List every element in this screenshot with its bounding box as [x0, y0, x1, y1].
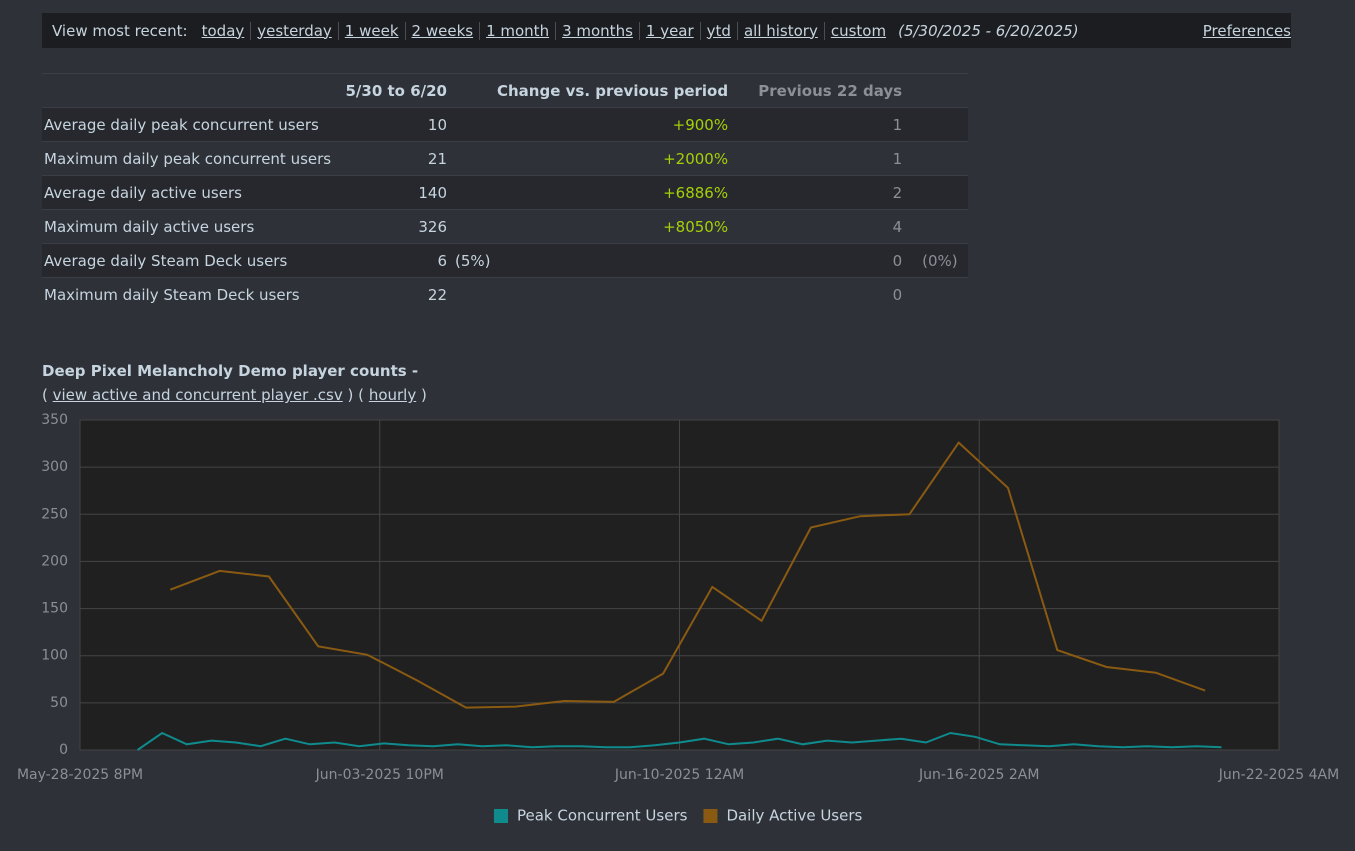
range-links: today yesterday 1 week 2 weeks 1 month 3 mont… [196, 21, 892, 40]
paren: ( [358, 386, 365, 404]
range-link[interactable]: today [201, 21, 245, 40]
stats-table: 5/30 to 6/20 Change vs. previous period … [42, 73, 968, 311]
legend-swatch [494, 809, 508, 823]
x-tick-label: Jun-03-2025 10PM [315, 767, 444, 783]
chart-title: Deep Pixel Melancholy Demo player counts… [42, 362, 419, 380]
csv-link[interactable]: hourly [368, 386, 417, 404]
current-share: (5%) [447, 243, 497, 278]
range-link[interactable]: 2 weeks [404, 21, 480, 40]
header-row: 5/30 to 6/20 Change vs. previous period … [42, 73, 968, 108]
previous-share [902, 277, 968, 311]
legend-label: Daily Active Users [726, 807, 862, 825]
date-range: (5/30/2025 - 6/20/2025) [898, 21, 1079, 40]
change-value: +900% [497, 107, 729, 142]
paren: ( [42, 386, 48, 404]
stats-row: Average daily active users 140 +6886% 2 [42, 175, 968, 210]
y-tick-label: 100 [41, 648, 68, 664]
series-line [136, 731, 1222, 751]
nav-label: View most recent: [52, 21, 188, 40]
stats-row: Average daily peak concurrent users 10 +90… [42, 107, 968, 142]
y-tick-label: 350 [41, 412, 68, 428]
range-link[interactable]: 1 year [638, 21, 700, 40]
y-tick-label: 150 [41, 601, 68, 617]
x-tick-label: Jun-10-2025 12AM [614, 767, 744, 783]
current-share [447, 141, 497, 176]
paren: ) [347, 386, 354, 404]
paren: ) [421, 386, 427, 404]
previous-share [902, 209, 968, 244]
current-value: 21 [342, 141, 447, 176]
previous-value: 1 [728, 141, 903, 176]
change-value [497, 277, 729, 311]
change-value: +8050% [497, 209, 729, 244]
row-label: Maximum daily peak concurrent users [42, 141, 342, 176]
previous-value: 1 [728, 107, 903, 142]
change-value: +2000% [497, 141, 729, 176]
current-value: 140 [342, 175, 447, 210]
current-share [447, 277, 497, 311]
previous-value: 0 [728, 243, 903, 278]
current-share [447, 107, 497, 142]
y-tick-label: 200 [41, 553, 68, 569]
stats-row: Maximum daily active users 326 +8050% 4 [42, 209, 968, 244]
current-value: 326 [342, 209, 447, 244]
series-line [169, 441, 1206, 709]
previous-value: 0 [728, 277, 903, 311]
header: 5/30 to 6/20 [342, 73, 447, 108]
range-link[interactable]: 1 month [479, 21, 555, 40]
legend-swatch [703, 809, 718, 823]
header: Change vs. previous period [497, 73, 729, 108]
range-link[interactable]: 1 week [337, 21, 405, 40]
preferences-link[interactable]: Preferences [1202, 21, 1291, 40]
previous-share: (0%) [902, 243, 968, 278]
current-value: 10 [342, 107, 447, 142]
current-share [447, 175, 497, 210]
row-label: Maximum daily Steam Deck users [42, 277, 342, 311]
previous-share [902, 141, 968, 176]
current-share [447, 209, 497, 244]
chart: 0 50 100 150 200 250 300 350 May-28-2025 8PM Jun-… [17, 412, 1339, 825]
date-range-bar: View most recent: today yesterday 1 week 2 … [42, 13, 1291, 48]
stats-row: Maximum daily peak concurrent users 21 +20… [42, 141, 968, 176]
row-label: Average daily Steam Deck users [42, 243, 342, 278]
change-value: +6886% [497, 175, 729, 210]
chart-links: ( view active and concurrent player .csv… [42, 386, 427, 404]
previous-value: 2 [728, 175, 903, 210]
previous-share [902, 107, 968, 142]
csv-link[interactable]: view active and concurrent player .csv [52, 386, 343, 404]
legend-label: Peak Concurrent Users [517, 807, 688, 825]
current-value: 6 [342, 243, 447, 278]
row-label: Average daily peak concurrent users [42, 107, 342, 142]
range-link[interactable]: custom [823, 21, 892, 40]
y-tick-label: 50 [50, 695, 68, 711]
x-tick-label: Jun-16-2025 2AM [918, 767, 1039, 783]
previous-share [902, 175, 968, 210]
range-link[interactable]: 3 months [555, 21, 639, 40]
x-tick-label: May-28-2025 8PM [17, 767, 143, 783]
current-value: 22 [342, 277, 447, 311]
change-value [497, 243, 729, 278]
row-label: Average daily active users [42, 175, 342, 210]
previous-value: 4 [728, 209, 903, 244]
row-label: Maximum daily active users [42, 209, 342, 244]
range-link[interactable]: all history [736, 21, 824, 40]
y-tick-label: 0 [59, 742, 68, 758]
y-tick-label: 250 [41, 506, 68, 522]
stats-row: Maximum daily Steam Deck users 22 0 [42, 277, 968, 311]
range-link[interactable]: ytd [699, 21, 737, 40]
stats-row: Average daily Steam Deck users 6 (5%) 0 (0%) [42, 243, 968, 278]
header: Previous 22 days [728, 73, 903, 108]
range-link[interactable]: yesterday [250, 21, 338, 40]
y-tick-label: 300 [41, 459, 68, 475]
x-tick-label: Jun-22-2025 4AM [1218, 767, 1339, 783]
